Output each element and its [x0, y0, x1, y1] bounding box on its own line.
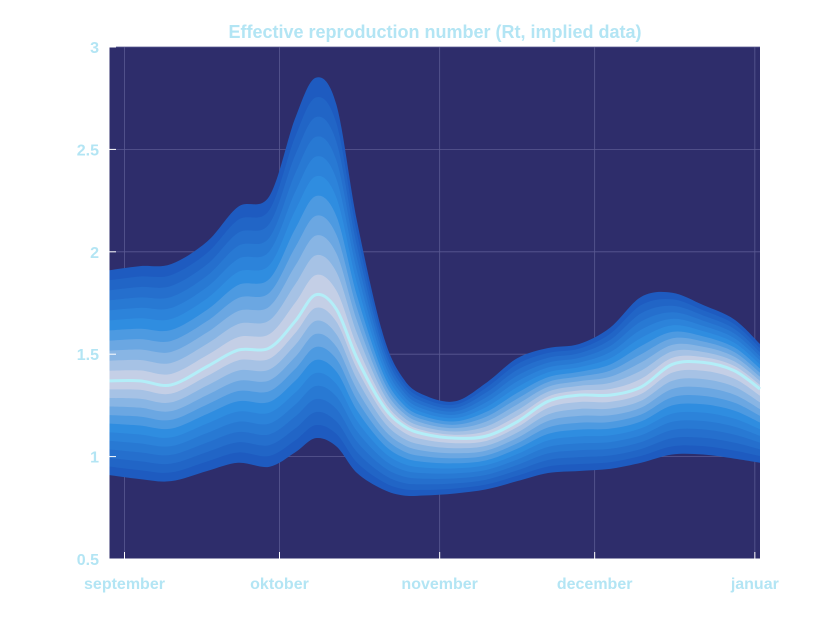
- x-tick-label-0: september: [84, 576, 165, 593]
- median-line-layer: [108, 292, 761, 440]
- x-tick-label-3: december: [557, 576, 633, 593]
- axes: september oktober november december januar 0.…: [77, 40, 779, 593]
- y-tick-label-1: 1: [90, 450, 99, 467]
- y-tick-label-4: 2.5: [77, 142, 99, 159]
- y-tick-label-2: 1.5: [77, 347, 99, 364]
- uncertainty-band-10: [109, 274, 760, 444]
- chart-title: Effective reproduction number (Rt, impli…: [228, 22, 641, 42]
- uncertainty-bands: [109, 77, 760, 497]
- y-tick-label-3: 2: [90, 245, 99, 262]
- y-tick-label-0: 0.5: [77, 552, 99, 569]
- x-tick-label-4: januar: [730, 576, 779, 593]
- x-tick-label-1: oktober: [250, 576, 309, 593]
- x-tick-label-2: november: [401, 576, 477, 593]
- median-line: [108, 292, 761, 440]
- y-tick-label-5: 3: [90, 40, 99, 57]
